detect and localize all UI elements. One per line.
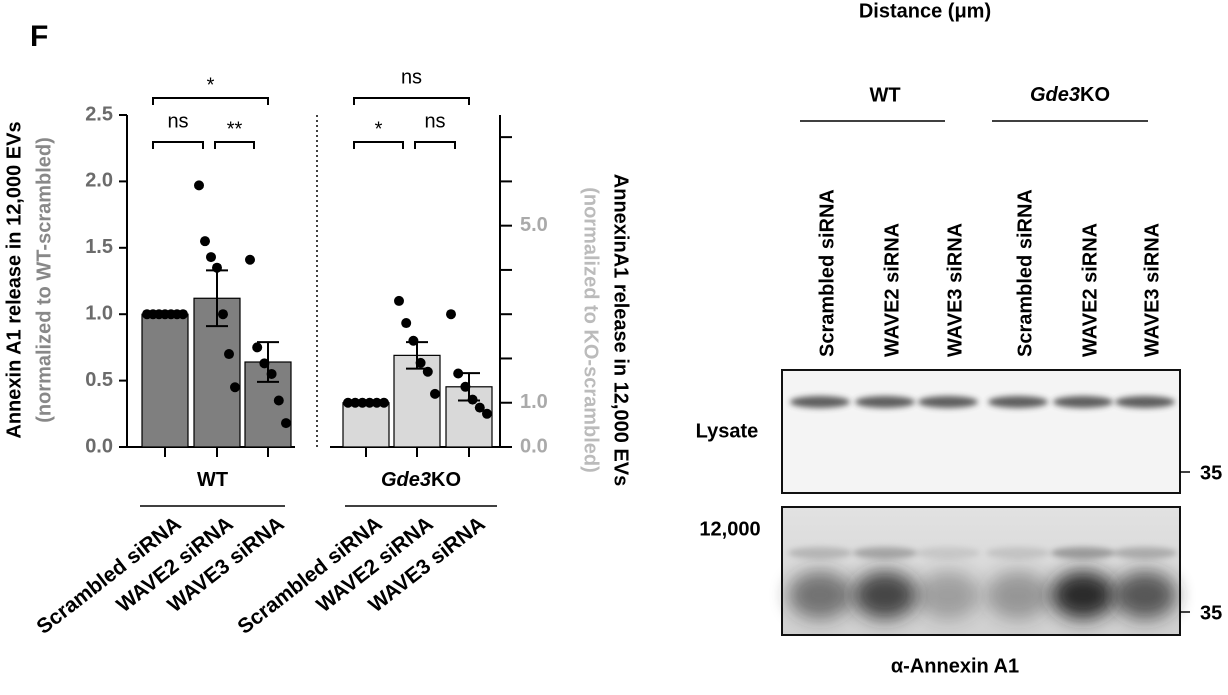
y-axis-note: (normalized to WT-scrambled) <box>33 137 55 423</box>
data-point <box>394 295 404 306</box>
y2-axis-title: AnnexinA1 release in 12,000 EVs <box>610 174 632 486</box>
data-point <box>194 180 204 191</box>
data-point <box>252 342 263 353</box>
bar <box>342 402 390 448</box>
data-point <box>273 395 284 406</box>
band <box>916 547 980 559</box>
band <box>853 547 917 559</box>
data-point <box>474 402 485 413</box>
blot-group: WT <box>869 84 900 106</box>
band <box>1051 571 1115 619</box>
lane-label: WAVE2 siRNA <box>1079 223 1101 357</box>
band <box>986 571 1050 619</box>
data-point <box>218 309 228 320</box>
data-point <box>178 309 188 320</box>
y-tick-label: 1.0 <box>85 302 113 324</box>
data-point <box>200 236 210 247</box>
bar <box>141 313 189 448</box>
lane-label: Scrambled siRNA <box>1014 189 1036 357</box>
row-label: 12,000 <box>699 518 760 540</box>
data-point <box>266 368 277 379</box>
band <box>788 547 852 559</box>
marker-label: 35 <box>1200 462 1222 484</box>
group-name: KO <box>431 469 461 491</box>
row-label: Lysate <box>696 420 759 442</box>
y2-tick-label: 1.0 <box>520 391 548 413</box>
band <box>916 571 980 619</box>
sig-label: ** <box>227 118 243 140</box>
group-label: WT <box>197 469 228 491</box>
group-name: WT <box>197 469 228 491</box>
data-point <box>379 397 389 408</box>
sig-bracket <box>414 141 456 149</box>
data-point <box>415 357 426 368</box>
band <box>790 396 850 408</box>
sig-label: * <box>375 118 383 140</box>
lane-label: WAVE2 siRNA <box>881 223 903 357</box>
data-point <box>224 349 234 360</box>
band <box>1113 547 1177 559</box>
blot-lysate <box>781 369 1181 494</box>
y2-tick-label: 5.0 <box>520 214 548 236</box>
sig-bracket <box>152 141 204 149</box>
data-point <box>343 397 353 408</box>
data-point <box>281 418 291 429</box>
sig-label: ns <box>401 66 422 88</box>
y2-axis-note: (normalized to KO-scrambled) <box>580 187 602 473</box>
group-name: KO <box>1080 84 1110 106</box>
sig-bracket <box>353 141 404 149</box>
lane-label: Scrambled siRNA <box>816 189 838 357</box>
data-point <box>230 382 240 393</box>
marker-label: 35 <box>1200 602 1222 624</box>
band <box>988 396 1048 408</box>
band <box>855 396 915 408</box>
band <box>1053 396 1113 408</box>
y-axis-title: Annexin A1 release in 12,000 EVs <box>3 121 25 438</box>
blot-group: Gde3KO <box>1030 84 1110 106</box>
blot-title: Distance (μm) <box>859 0 991 22</box>
band <box>853 571 917 619</box>
band <box>1115 396 1175 408</box>
data-point <box>401 318 412 329</box>
band <box>788 571 852 619</box>
antibody-label: α-Annexin A1 <box>891 655 1019 677</box>
y2-tick-label: 0.0 <box>520 435 548 457</box>
band <box>918 396 978 408</box>
group-italic: Gde3 <box>381 469 431 491</box>
band <box>986 547 1050 559</box>
data-point <box>446 309 456 320</box>
data-point <box>408 335 419 346</box>
data-point <box>259 358 270 369</box>
group-italic: Gde3 <box>1030 84 1080 106</box>
data-point <box>430 388 440 399</box>
lane-label: WAVE3 siRNA <box>1141 223 1163 357</box>
sig-label: * <box>207 74 215 96</box>
data-point <box>460 381 471 392</box>
group-label: Gde3KO <box>381 469 461 491</box>
data-point <box>245 254 255 265</box>
sig-label: ns <box>424 110 445 132</box>
bands <box>788 396 1177 619</box>
y-tick-label: 0.5 <box>85 369 113 391</box>
band <box>1051 547 1115 559</box>
y-tick-label: 1.5 <box>85 236 113 258</box>
lane-label: WAVE3 siRNA <box>944 223 966 357</box>
y-tick-label: 2.5 <box>85 103 113 125</box>
blot-ev <box>781 506 1181 636</box>
y-tick-label: 2.0 <box>85 170 113 192</box>
band <box>1113 571 1177 619</box>
panel-label: F <box>30 20 48 53</box>
sig-bracket <box>214 141 255 149</box>
data-point <box>206 252 216 263</box>
data-point <box>482 408 492 419</box>
y-tick-label: 0.0 <box>85 435 113 457</box>
sig-bracket <box>152 97 269 105</box>
sig-bracket <box>353 97 470 105</box>
sig-label: ns <box>167 110 188 132</box>
